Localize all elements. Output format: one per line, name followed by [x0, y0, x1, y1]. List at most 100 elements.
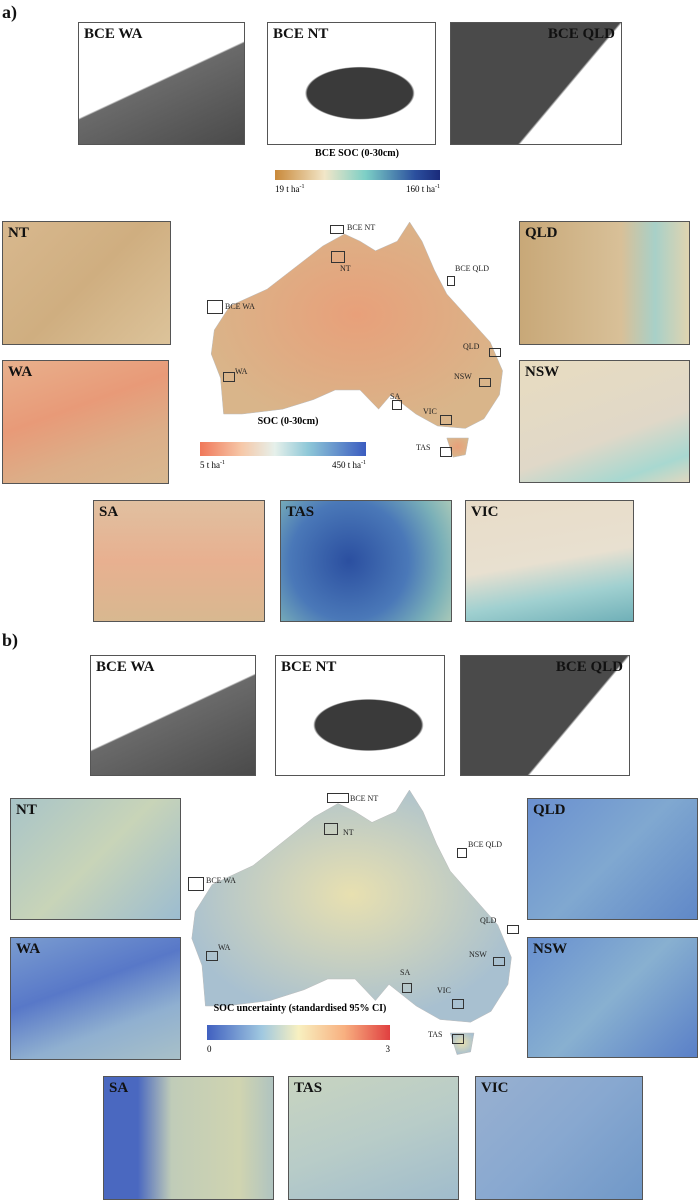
bce-inset: BCE QLD	[450, 22, 622, 145]
tick-unit-exponent: -1	[435, 184, 440, 190]
region-inset: NT	[10, 798, 181, 920]
colorbar-tick-label: 5 t ha-1	[200, 460, 225, 470]
tick-text: 3	[385, 1044, 391, 1054]
map-locator-label: WA	[235, 367, 248, 376]
inset-label: VIC	[471, 504, 499, 520]
region-inset: WA	[10, 937, 181, 1060]
colorbar	[275, 170, 440, 180]
map-locator-box	[402, 983, 412, 993]
map-locator-box	[331, 251, 345, 263]
map-locator-label: TAS	[428, 1030, 443, 1039]
inset-label: BCE QLD	[547, 26, 615, 42]
region-inset: VIC	[465, 500, 634, 622]
landmass	[210, 222, 503, 429]
region-inset: VIC	[475, 1076, 643, 1200]
map-locator-label: BCE QLD	[455, 264, 489, 273]
region-inset: QLD	[519, 221, 690, 345]
map-locator-label: BCE NT	[350, 794, 379, 803]
tick-unit-exponent: -1	[299, 184, 305, 190]
colorbar-tick-label: 3	[386, 1044, 391, 1054]
inset-label: QLD	[525, 225, 558, 241]
map-locator-box	[447, 276, 455, 286]
colorbar	[207, 1025, 390, 1040]
tick-text: 19 t ha	[275, 184, 300, 194]
region-inset: TAS	[280, 500, 452, 622]
inset-label: NT	[16, 802, 37, 818]
inset-label: NSW	[525, 364, 560, 380]
bce-inset: BCE NT	[275, 655, 445, 776]
map-locator-box	[507, 925, 519, 934]
map-locator-label: BCE WA	[206, 876, 236, 885]
map-locator-label: SA	[390, 392, 401, 401]
australia-map	[191, 790, 512, 1055]
map-locator-box	[489, 348, 501, 357]
inset-label: SA	[99, 504, 119, 520]
colorbar-title: SOC (0-30cm)	[257, 416, 319, 427]
map-locator-label: WA	[218, 943, 231, 952]
bce-inset: BCE WA	[90, 655, 256, 776]
region-inset: SA	[93, 500, 265, 622]
map-locator-label: NT	[340, 264, 351, 273]
map-locator-label: BCE WA	[225, 302, 255, 311]
landmass	[446, 437, 469, 458]
map-locator-label: NSW	[469, 950, 487, 959]
map-locator-box	[327, 793, 349, 803]
bce-inset: BCE NT	[267, 22, 436, 145]
map-locator-box	[457, 848, 467, 858]
tick-text: 160 t ha	[406, 184, 435, 194]
inset-label: SA	[109, 1080, 129, 1096]
map-locator-box	[452, 999, 464, 1009]
inset-label: NT	[8, 225, 29, 241]
map-locator-label: VIC	[437, 986, 451, 995]
inset-label: BCE NT	[273, 26, 329, 42]
map-locator-box	[330, 225, 344, 234]
inset-label: BCE WA	[96, 659, 155, 675]
inset-label: BCE WA	[84, 26, 143, 42]
inset-label: BCE QLD	[555, 659, 623, 675]
tick-unit-exponent: -1	[361, 460, 366, 466]
inset-label: QLD	[533, 802, 566, 818]
colorbar-tick-label: 160 t ha-1	[406, 184, 440, 194]
map-locator-label: BCE NT	[347, 223, 376, 232]
map-locator-box	[188, 877, 204, 891]
map-locator-box	[324, 823, 338, 835]
colorbar-tick-label: 19 t ha-1	[275, 184, 305, 194]
map-locator-box	[223, 372, 235, 382]
colorbar	[200, 442, 366, 456]
map-locator-label: NT	[343, 828, 354, 837]
map-locator-box	[206, 951, 218, 961]
map-locator-label: VIC	[423, 407, 437, 416]
map-locator-label: TAS	[416, 443, 431, 452]
colorbar-tick-label: 0	[207, 1044, 212, 1054]
map-locator-label: NSW	[454, 372, 472, 381]
map-locator-box	[392, 400, 402, 410]
inset-label: WA	[8, 364, 33, 380]
tick-text: 0	[207, 1044, 212, 1054]
map-locator-box	[440, 415, 452, 425]
australia-map	[210, 222, 503, 458]
region-inset: SA	[103, 1076, 274, 1200]
region-inset: WA	[2, 360, 169, 484]
region-inset: QLD	[527, 798, 698, 920]
inset-label: TAS	[294, 1080, 323, 1096]
region-inset: TAS	[288, 1076, 459, 1200]
map-locator-label: BCE QLD	[468, 840, 502, 849]
map-locator-box	[493, 957, 505, 966]
region-inset: NSW	[519, 360, 690, 483]
colorbar-title: BCE SOC (0-30cm)	[315, 148, 399, 159]
colorbar-title: SOC uncertainty (standardised 95% CI)	[213, 1003, 387, 1014]
tick-unit-exponent: -1	[220, 460, 225, 466]
map-locator-box	[207, 300, 223, 314]
map-locator-label: QLD	[480, 916, 497, 925]
inset-label: VIC	[481, 1080, 509, 1096]
colorbar-tick-label: 450 t ha-1	[332, 460, 366, 470]
inset-label: WA	[16, 941, 41, 957]
landmass	[191, 790, 512, 1023]
bce-inset: BCE QLD	[460, 655, 630, 776]
map-locator-box	[479, 378, 491, 387]
map-locator-label: QLD	[463, 342, 480, 351]
inset-label: TAS	[286, 504, 315, 520]
inset-label: NSW	[533, 941, 568, 957]
map-locator-box	[440, 447, 452, 457]
